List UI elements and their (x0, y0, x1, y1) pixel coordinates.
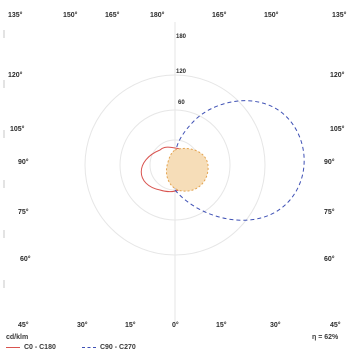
left-angle-labels: 120° 105° 90° 75° 60° 45° (8, 71, 31, 329)
distribution-curves (140, 100, 305, 221)
radial-label-60: 60 (178, 100, 185, 106)
grid-circle-3 (84, 74, 266, 256)
radial-label-120: 120 (176, 69, 187, 75)
top-label-6: 150° (264, 11, 279, 19)
legend-dashed-line (82, 346, 96, 348)
right-label-105: 105° (330, 125, 345, 133)
legend-c0-c180: C0 - C180 (6, 344, 56, 351)
radial-scale-labels: 180 120 60 (176, 34, 187, 106)
grid-circle-2 (119, 109, 231, 221)
right-angle-labels: 120° 105° 90° 75° 60° 45° (324, 71, 345, 329)
efficiency-label: η = 62% (312, 334, 339, 341)
top-label-7: 135° (332, 11, 347, 19)
bottom-label-15-left: 15° (125, 321, 136, 329)
bottom-angle-labels: 30° 15° 0° 15° 30° (77, 321, 281, 329)
left-label-105: 105° (10, 125, 25, 133)
bottom-label-30-right: 30° (270, 321, 281, 329)
left-label-75: 75° (18, 208, 29, 216)
polar-grid (3, 22, 266, 322)
top-label-3: 165° (105, 11, 120, 19)
top-label-4: 180° (150, 11, 165, 19)
top-label-5: 165° (212, 11, 227, 19)
left-label-90: 90° (18, 158, 29, 166)
right-label-45: 45° (330, 321, 341, 329)
right-label-90: 90° (324, 158, 335, 166)
right-label-75: 75° (324, 208, 335, 216)
legend-c90-c270: C90 - C270 (82, 344, 136, 351)
top-label-2: 150° (63, 11, 78, 19)
left-label-120: 120° (8, 71, 23, 79)
left-label-60: 60° (20, 255, 31, 263)
legend-c0-label: C0 - C180 (23, 344, 56, 351)
bottom-label-15-right: 15° (216, 321, 227, 329)
top-label-1: 135° (8, 11, 23, 19)
radial-label-180: 180 (176, 34, 187, 40)
luminaire-shape (165, 147, 209, 192)
legend-c90-label: C90 - C270 (99, 344, 136, 351)
unit-label: cd/klm (6, 334, 29, 341)
right-label-120: 120° (330, 71, 345, 79)
right-label-60: 60° (324, 255, 335, 263)
top-angle-labels: 135° 150° 165° 180° 165° 150° 135° (8, 11, 347, 19)
left-label-45: 45° (18, 321, 29, 329)
legend-solid-line (6, 346, 20, 348)
bottom-label-30-left: 30° (77, 321, 88, 329)
bottom-label-0: 0° (172, 321, 179, 329)
